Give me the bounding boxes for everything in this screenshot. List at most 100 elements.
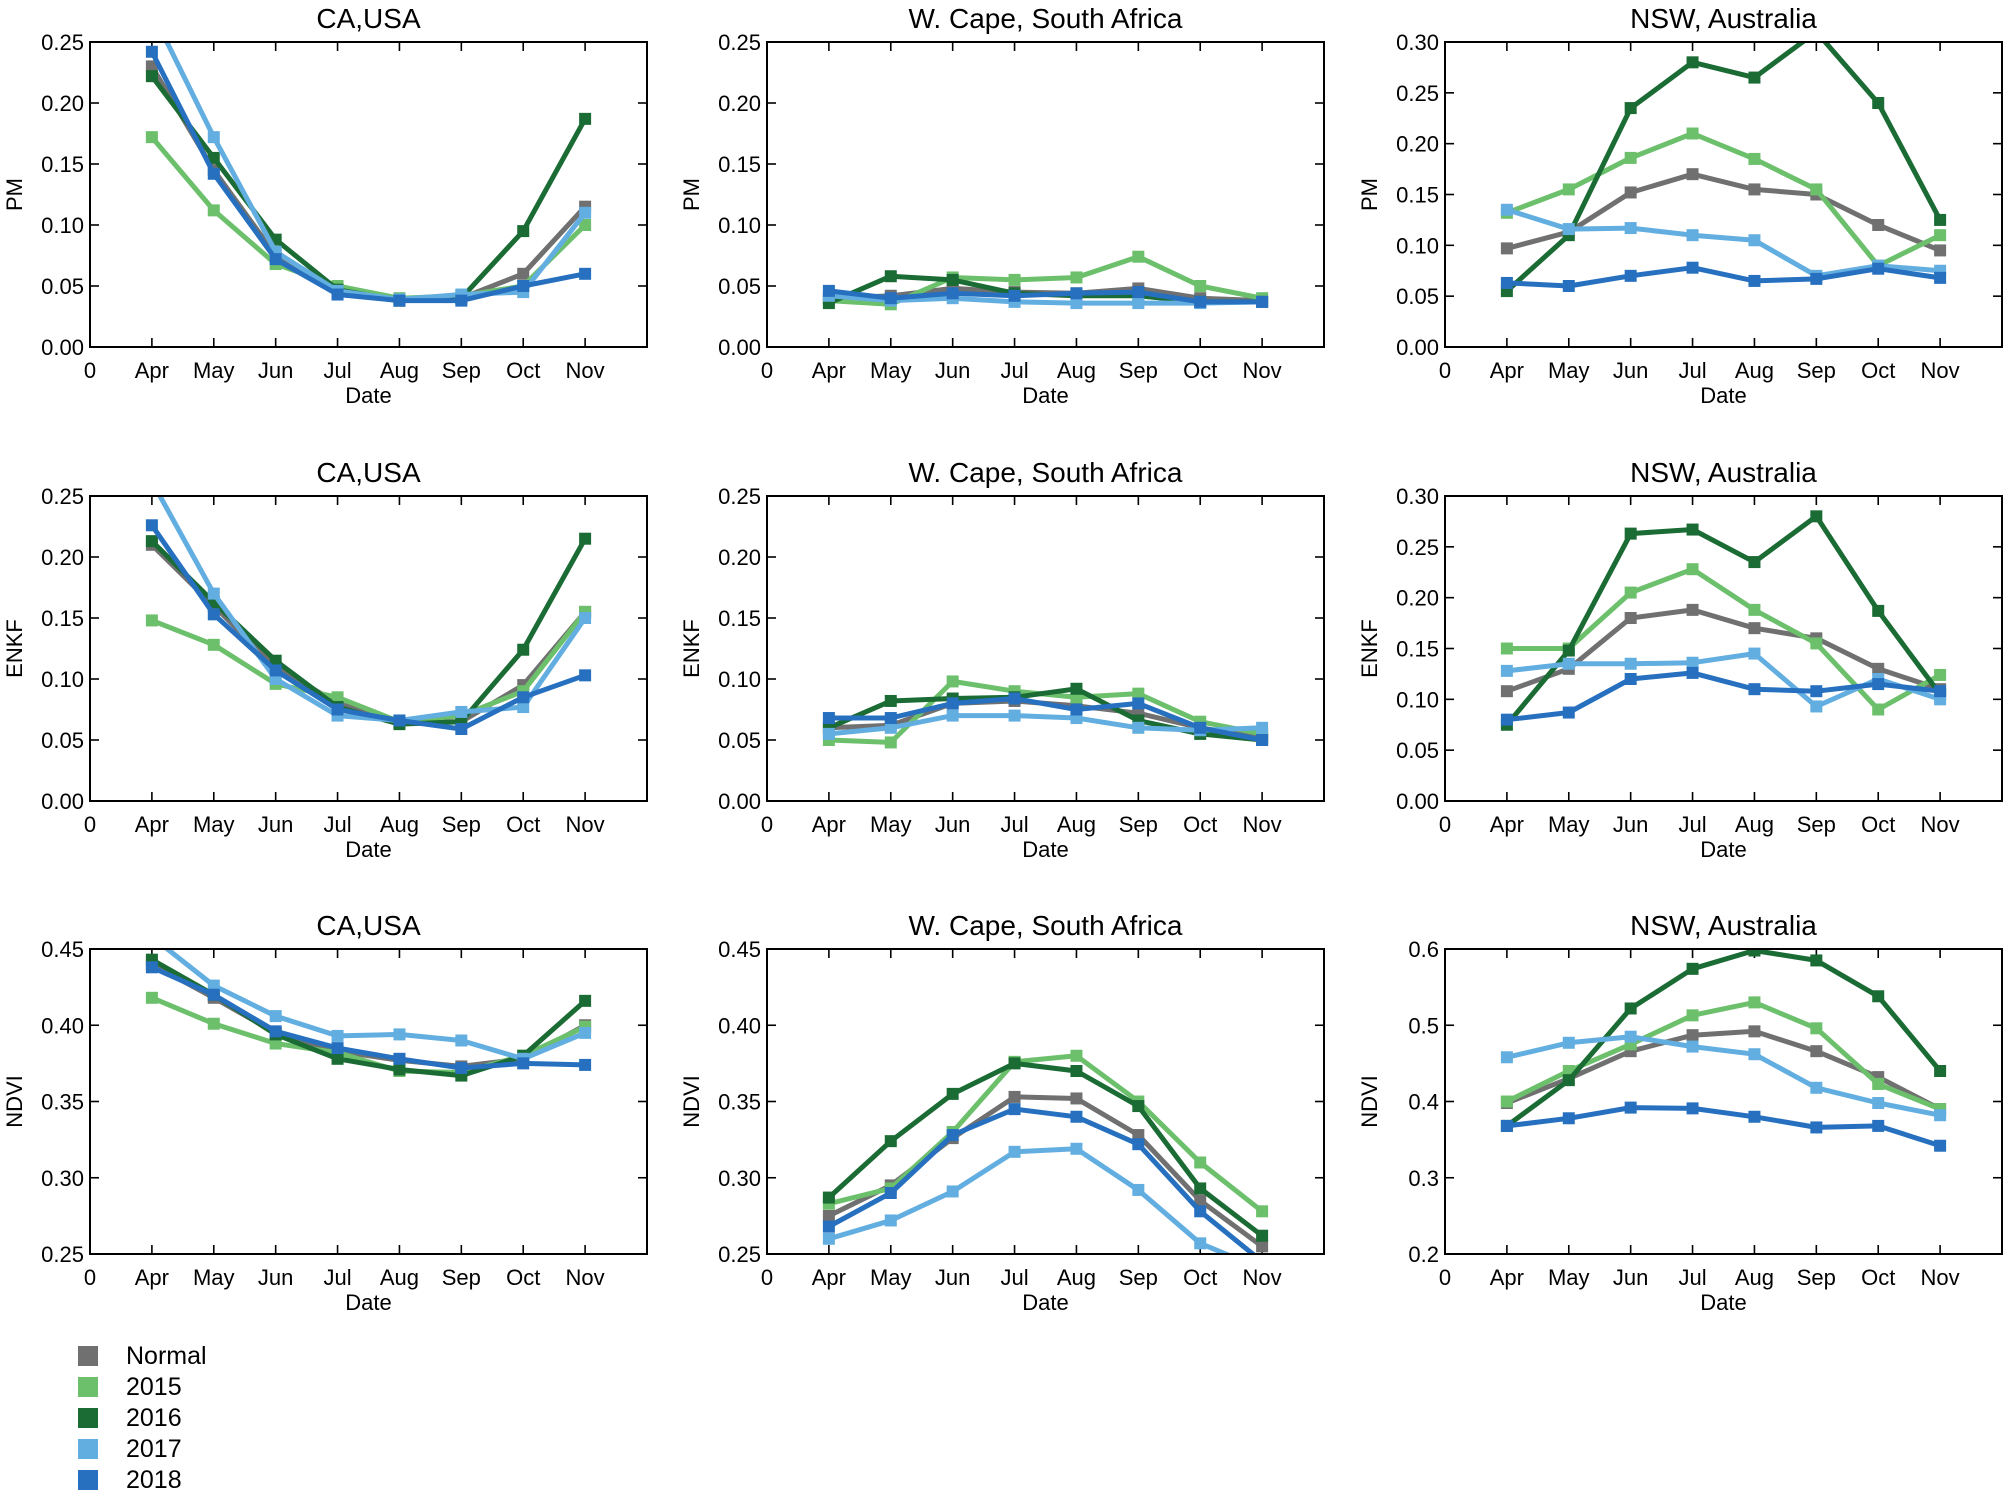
chart-9-point-2016 [1686, 962, 1699, 975]
chart-2-ytick-label: 0.00 [718, 335, 761, 360]
chart-8-series-2018 [827, 1106, 1257, 1254]
chart-3-xtick-label: Aug [1735, 358, 1774, 383]
chart-5-ytick-label: 0.05 [718, 728, 761, 753]
chart-5-xtick-label: Sep [1119, 812, 1158, 837]
chart-4-xtick-label: May [193, 812, 235, 837]
chart-3-xtick-label: Sep [1797, 358, 1836, 383]
chart-8-xtick-label-zero: 0 [761, 1265, 773, 1290]
chart-8-point-2015 [1256, 1205, 1269, 1218]
chart-3-point-2017 [1686, 229, 1699, 242]
chart-9-ytick-label: 0.5 [1408, 1013, 1439, 1038]
chart-1-series-2016 [149, 74, 588, 304]
chart-4-ytick-label: 0.00 [41, 789, 84, 814]
chart-9-ytick-label: 0.6 [1408, 937, 1439, 962]
chart-8-series-2015 [828, 1053, 1264, 1214]
chart-3-xtick-label: Nov [1921, 358, 1960, 383]
chart-7-ytick-label: 0.45 [41, 937, 84, 962]
chart-5-xtick-label-zero: 0 [761, 812, 773, 837]
chart-3-series-2015 [1506, 131, 1942, 269]
chart-5-point-2017 [822, 727, 835, 740]
chart-3-point-normal [1872, 219, 1885, 231]
chart-5-series-2018 [828, 696, 1263, 743]
chart-4-xtick-label: Oct [506, 812, 540, 837]
chart-2-xtick-label: Nov [1243, 358, 1282, 383]
chart-1-point-2017 [579, 206, 592, 219]
chart-5-xtick-label: Jul [1000, 812, 1028, 837]
chart-7-point-2015 [145, 991, 158, 1004]
chart-4-point-2017 [579, 612, 592, 624]
chart-4-point-2018 [331, 703, 344, 716]
chart-6-xtick-label: May [1548, 812, 1590, 837]
chart-9-point-2015 [1686, 1009, 1699, 1022]
chart-8-point-2016 [1132, 1100, 1145, 1113]
chart-2-point-2016 [946, 273, 959, 286]
chart-5-point-2016 [884, 694, 897, 707]
chart-8-point-2017 [946, 1185, 959, 1198]
chart-4-series-2017 [157, 496, 588, 723]
chart-7: CA,USA 0.25 0.30 0.35 0.40 0.45 0 Apr May Jun Jul A… [2, 910, 648, 1315]
chart-6-point-2018 [1562, 706, 1575, 719]
chart-6-xlabel: Date [1700, 837, 1746, 862]
chart-8-point-2018 [822, 1220, 835, 1233]
chart-7-xtick-label: Sep [442, 1265, 481, 1290]
chart-8-point-normal [1194, 1194, 1207, 1207]
chart-6-point-2018 [1934, 685, 1947, 698]
chart-1-series-normal [149, 65, 587, 304]
chart-2-xtick-label: Jul [1000, 358, 1028, 383]
chart-6-series-2016 [1504, 513, 1943, 727]
chart-1-xtick-label: Nov [566, 358, 605, 383]
chart-6-point-normal [1624, 612, 1637, 624]
chart-5-xtick-label: Apr [812, 812, 846, 837]
chart-8-xtick-label: Sep [1119, 1265, 1158, 1290]
chart-9-point-normal [1810, 1045, 1823, 1058]
chart-2-point-2018 [884, 292, 897, 305]
chart-6-xtick-label: Nov [1921, 812, 1960, 837]
chart-9-plot-area [1500, 949, 1947, 1152]
chart-3-point-normal [1934, 244, 1947, 257]
chart-5-point-2017 [884, 721, 897, 734]
chart-7-point-2015 [269, 1037, 282, 1050]
chart-3-ytick-label: 0.10 [1396, 233, 1439, 258]
chart-1-xtick-label: Sep [442, 358, 481, 383]
chart-5-point-2015 [946, 675, 959, 688]
chart-3-point-2015 [1686, 127, 1699, 140]
chart-8: W. Cape, South Africa 0.25 0.30 0.35 0.40 0.4… [679, 910, 1325, 1315]
chart-9-xtick-label: Nov [1921, 1265, 1960, 1290]
chart-6-point-2018 [1872, 678, 1885, 691]
chart-8-point-2018 [1194, 1205, 1207, 1218]
chart-5-xtick-label: May [870, 812, 912, 837]
chart-7-point-2017 [207, 979, 220, 992]
chart-5-point-2017 [946, 709, 959, 722]
chart-1-point-normal [517, 267, 530, 280]
chart-2-xtick-label: May [870, 358, 912, 383]
chart-4-xlabel: Date [345, 837, 391, 862]
chart-9-point-2018 [1686, 1102, 1699, 1115]
chart-5-point-2017 [1256, 721, 1269, 734]
chart-1-ytick-label: 0.00 [41, 335, 84, 360]
chart-9-xtick-label-zero: 0 [1439, 1265, 1451, 1290]
chart-7-xtick-label: Nov [566, 1265, 605, 1290]
chart-9-point-2018 [1934, 1139, 1947, 1152]
chart-2-xtick-label: Aug [1057, 358, 1096, 383]
chart-3-point-2018 [1872, 262, 1885, 275]
chart-4-title: CA,USA [316, 457, 421, 488]
chart-2-ytick-label: 0.10 [718, 213, 761, 238]
chart-8-xtick-label: Nov [1243, 1265, 1282, 1290]
chart-9-series-2015 [1505, 999, 1942, 1112]
chart-8-point-normal [1256, 1240, 1269, 1253]
chart-8-series-2017 [828, 1146, 1233, 1254]
chart-7-title: CA,USA [316, 910, 421, 941]
chart-9-point-2017 [1934, 1109, 1947, 1122]
chart-2-point-2018 [822, 284, 835, 297]
chart-9-xtick-label: Jun [1613, 1265, 1648, 1290]
chart-2-point-2015 [1132, 250, 1145, 263]
chart-8-point-2015 [1194, 1156, 1207, 1169]
chart-6-point-2015 [1686, 563, 1699, 576]
legend-label-2016: 2016 [126, 1404, 182, 1432]
chart-9-point-2017 [1810, 1081, 1823, 1094]
chart-7-xtick-label: Jul [323, 1265, 351, 1290]
chart-2-point-2018 [1070, 287, 1083, 300]
chart-3-point-normal [1500, 242, 1513, 255]
chart-5: W. Cape, South Africa 0.00 0.05 0.10 0.15 0.2… [679, 457, 1325, 862]
chart-1-point-2017 [207, 131, 220, 144]
